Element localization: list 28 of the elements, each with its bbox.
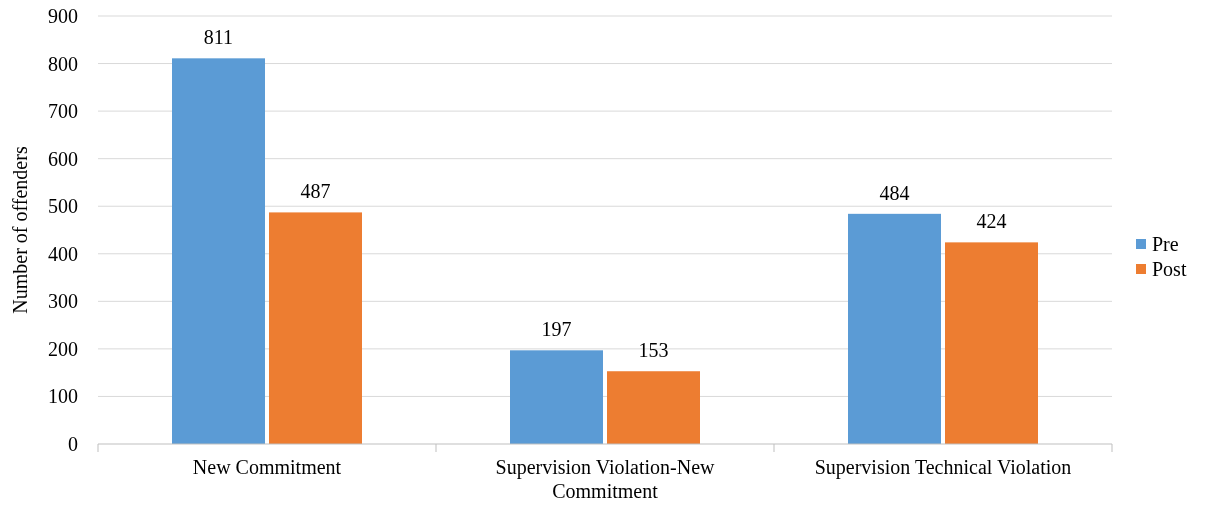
y-tick-label: 600 xyxy=(48,147,78,170)
y-tick-label: 200 xyxy=(48,337,78,360)
y-tick-label: 0 xyxy=(68,433,78,455)
y-tick-label: 100 xyxy=(48,385,78,408)
y-tick-label: 400 xyxy=(48,242,78,265)
y-tick-label: 900 xyxy=(48,5,78,27)
data-label: 811 xyxy=(203,26,234,49)
x-tick-label: New Commitment xyxy=(192,456,342,478)
data-label: 153 xyxy=(638,339,669,362)
bar xyxy=(269,212,362,444)
y-axis-title: Number of offenders xyxy=(9,146,31,314)
data-label: 484 xyxy=(879,181,910,204)
y-tick-label: 500 xyxy=(48,195,78,218)
data-label: 424 xyxy=(976,210,1007,233)
data-label: 487 xyxy=(300,180,331,203)
x-tick-label: Supervision Violation-New Commitment xyxy=(495,456,716,502)
legend-label: Post xyxy=(1152,258,1187,280)
bar xyxy=(607,371,700,444)
y-tick-label: 800 xyxy=(48,52,78,75)
bar xyxy=(510,350,603,444)
legend-label: Pre xyxy=(1152,233,1179,255)
data-label: 197 xyxy=(541,318,572,341)
y-tick-label: 300 xyxy=(48,290,78,313)
x-tick-label: Supervision Technical Violation xyxy=(814,456,1072,479)
bar xyxy=(848,213,941,444)
bar xyxy=(172,58,265,444)
bar xyxy=(945,242,1038,444)
y-tick-label: 700 xyxy=(48,100,78,123)
